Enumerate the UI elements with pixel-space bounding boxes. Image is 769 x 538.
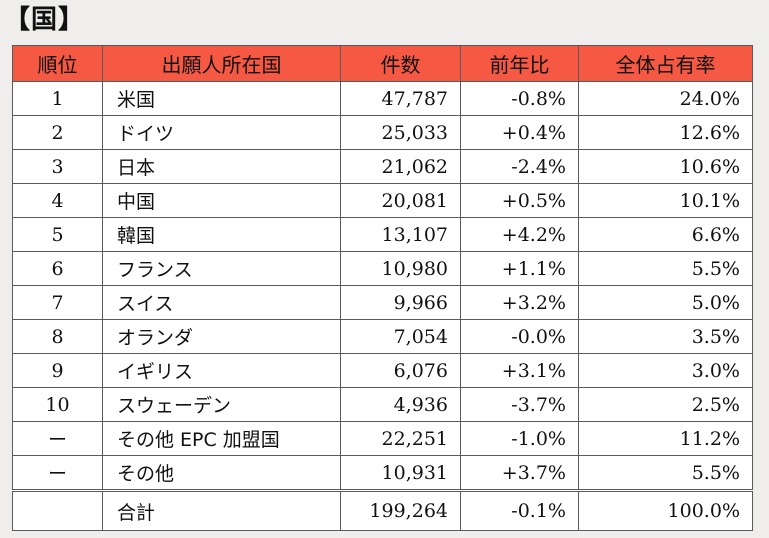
rank-cell: 9	[13, 354, 103, 388]
total-label-cell: 合計	[103, 491, 341, 531]
page-title: 【国】	[4, 3, 85, 37]
header-share: 全体占有率	[579, 46, 753, 82]
page: 【国】 順位 出願人所在国 件数 前年比 全体占有率 1 米国 47,787 -…	[0, 0, 769, 538]
total-rank-cell	[13, 491, 103, 531]
yoy-cell: +4.2%	[461, 218, 579, 252]
share-cell: 6.6%	[579, 218, 753, 252]
share-cell: 10.6%	[579, 150, 753, 184]
rank-cell: ー	[13, 422, 103, 456]
rank-cell: 10	[13, 388, 103, 422]
table-row: 9 イギリス 6,076 +3.1% 3.0%	[13, 354, 753, 388]
header-country: 出願人所在国	[103, 46, 341, 82]
country-cell: スイス	[103, 286, 341, 320]
rank-cell: 1	[13, 82, 103, 116]
total-row: 合計 199,264 -0.1% 100.0%	[13, 491, 753, 531]
yoy-cell: +0.4%	[461, 116, 579, 150]
yoy-cell: +3.1%	[461, 354, 579, 388]
table-row: 3 日本 21,062 -2.4% 10.6%	[13, 150, 753, 184]
yoy-cell: +3.2%	[461, 286, 579, 320]
count-cell: 9,966	[341, 286, 461, 320]
table-row: 8 オランダ 7,054 -0.0% 3.5%	[13, 320, 753, 354]
count-cell: 10,931	[341, 456, 461, 491]
table-row: 7 スイス 9,966 +3.2% 5.0%	[13, 286, 753, 320]
table-row: 5 韓国 13,107 +4.2% 6.6%	[13, 218, 753, 252]
header-row: 順位 出願人所在国 件数 前年比 全体占有率	[13, 46, 753, 82]
yoy-cell: -3.7%	[461, 388, 579, 422]
share-cell: 3.0%	[579, 354, 753, 388]
country-cell: 韓国	[103, 218, 341, 252]
share-cell: 10.1%	[579, 184, 753, 218]
rank-cell: ー	[13, 456, 103, 491]
header-count: 件数	[341, 46, 461, 82]
rank-cell: 5	[13, 218, 103, 252]
country-cell: オランダ	[103, 320, 341, 354]
rank-cell: 8	[13, 320, 103, 354]
share-cell: 5.5%	[579, 456, 753, 491]
country-cell: フランス	[103, 252, 341, 286]
table-row: 6 フランス 10,980 +1.1% 5.5%	[13, 252, 753, 286]
share-cell: 2.5%	[579, 388, 753, 422]
share-cell: 5.0%	[579, 286, 753, 320]
country-cell: 日本	[103, 150, 341, 184]
table-row: ー その他 10,931 +3.7% 5.5%	[13, 456, 753, 491]
count-cell: 22,251	[341, 422, 461, 456]
rank-cell: 4	[13, 184, 103, 218]
count-cell: 47,787	[341, 82, 461, 116]
count-cell: 21,062	[341, 150, 461, 184]
country-cell: スウェーデン	[103, 388, 341, 422]
share-cell: 11.2%	[579, 422, 753, 456]
table-row: 1 米国 47,787 -0.8% 24.0%	[13, 82, 753, 116]
country-cell: その他 EPC 加盟国	[103, 422, 341, 456]
header-rank: 順位	[13, 46, 103, 82]
rank-cell: 3	[13, 150, 103, 184]
count-cell: 13,107	[341, 218, 461, 252]
yoy-cell: -0.8%	[461, 82, 579, 116]
rank-cell: 7	[13, 286, 103, 320]
table-row: 10 スウェーデン 4,936 -3.7% 2.5%	[13, 388, 753, 422]
share-cell: 12.6%	[579, 116, 753, 150]
yoy-cell: -2.4%	[461, 150, 579, 184]
total-yoy-cell: -0.1%	[461, 491, 579, 531]
yoy-cell: +0.5%	[461, 184, 579, 218]
country-cell: 米国	[103, 82, 341, 116]
country-cell: その他	[103, 456, 341, 491]
country-cell: ドイツ	[103, 116, 341, 150]
yoy-cell: -1.0%	[461, 422, 579, 456]
table-row: 4 中国 20,081 +0.5% 10.1%	[13, 184, 753, 218]
count-cell: 7,054	[341, 320, 461, 354]
share-cell: 3.5%	[579, 320, 753, 354]
count-cell: 25,033	[341, 116, 461, 150]
country-cell: 中国	[103, 184, 341, 218]
yoy-cell: +3.7%	[461, 456, 579, 491]
rank-cell: 6	[13, 252, 103, 286]
count-cell: 10,980	[341, 252, 461, 286]
table-row: 2 ドイツ 25,033 +0.4% 12.6%	[13, 116, 753, 150]
applicant-country-table: 順位 出願人所在国 件数 前年比 全体占有率 1 米国 47,787 -0.8%…	[12, 45, 753, 531]
share-cell: 5.5%	[579, 252, 753, 286]
yoy-cell: -0.0%	[461, 320, 579, 354]
yoy-cell: +1.1%	[461, 252, 579, 286]
count-cell: 6,076	[341, 354, 461, 388]
count-cell: 4,936	[341, 388, 461, 422]
table-row: ー その他 EPC 加盟国 22,251 -1.0% 11.2%	[13, 422, 753, 456]
total-share-cell: 100.0%	[579, 491, 753, 531]
share-cell: 24.0%	[579, 82, 753, 116]
total-count-cell: 199,264	[341, 491, 461, 531]
header-yoy: 前年比	[461, 46, 579, 82]
rank-cell: 2	[13, 116, 103, 150]
country-cell: イギリス	[103, 354, 341, 388]
count-cell: 20,081	[341, 184, 461, 218]
